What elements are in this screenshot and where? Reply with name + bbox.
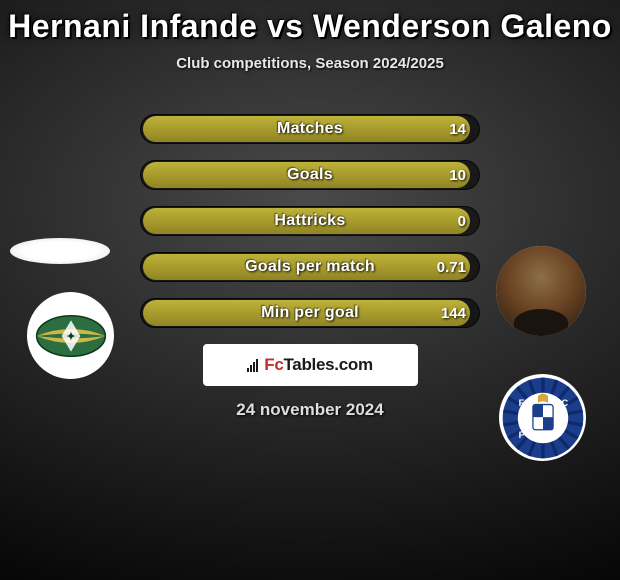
stat-bar-row: Matches14 bbox=[140, 114, 480, 144]
content-root: Hernani Infande vs Wenderson Galeno Club… bbox=[0, 0, 620, 580]
stat-bar-row: Hattricks0 bbox=[140, 206, 480, 236]
stat-bars: Matches14 Goals10 Hattricks0 Goals per matc… bbox=[140, 114, 480, 328]
bar-label: Goals bbox=[140, 160, 480, 190]
player2-club-badge: F C P bbox=[499, 374, 586, 461]
svg-text:F: F bbox=[518, 398, 524, 408]
bar-value: 0.71 bbox=[437, 252, 466, 282]
bar-value: 144 bbox=[441, 298, 466, 328]
player2-photo bbox=[496, 246, 586, 336]
stat-bar-row: Min per goal144 bbox=[140, 298, 480, 328]
brand-text: FcTables.com bbox=[264, 355, 373, 375]
subtitle: Club competitions, Season 2024/2025 bbox=[0, 55, 620, 72]
bar-label: Goals per match bbox=[140, 252, 480, 282]
brand-left: Fc bbox=[264, 355, 283, 374]
player1-photo bbox=[10, 238, 110, 264]
stat-bar-row: Goals per match0.71 bbox=[140, 252, 480, 282]
stat-bar-row: Goals10 bbox=[140, 160, 480, 190]
bar-chart-icon bbox=[247, 358, 258, 372]
stats-area: ✦ F C P Matches14Goals10Hattricks0Goal bbox=[0, 114, 620, 328]
svg-text:P: P bbox=[518, 430, 524, 440]
brand-box: FcTables.com bbox=[203, 344, 418, 386]
bar-label: Hattricks bbox=[140, 206, 480, 236]
porto-crest-icon: F C P bbox=[501, 376, 585, 460]
moreirense-crest-icon: ✦ bbox=[32, 297, 110, 375]
svg-text:✦: ✦ bbox=[66, 330, 75, 342]
bar-label: Min per goal bbox=[140, 298, 480, 328]
bar-value: 14 bbox=[449, 114, 466, 144]
brand-right: Tables.com bbox=[283, 355, 372, 374]
player1-club-badge: ✦ bbox=[27, 292, 114, 379]
bar-label: Matches bbox=[140, 114, 480, 144]
bar-value: 10 bbox=[449, 160, 466, 190]
player2-face-placeholder bbox=[496, 246, 586, 336]
svg-text:C: C bbox=[561, 398, 568, 408]
page-title: Hernani Infande vs Wenderson Galeno bbox=[0, 8, 620, 45]
bar-value: 0 bbox=[458, 206, 466, 236]
